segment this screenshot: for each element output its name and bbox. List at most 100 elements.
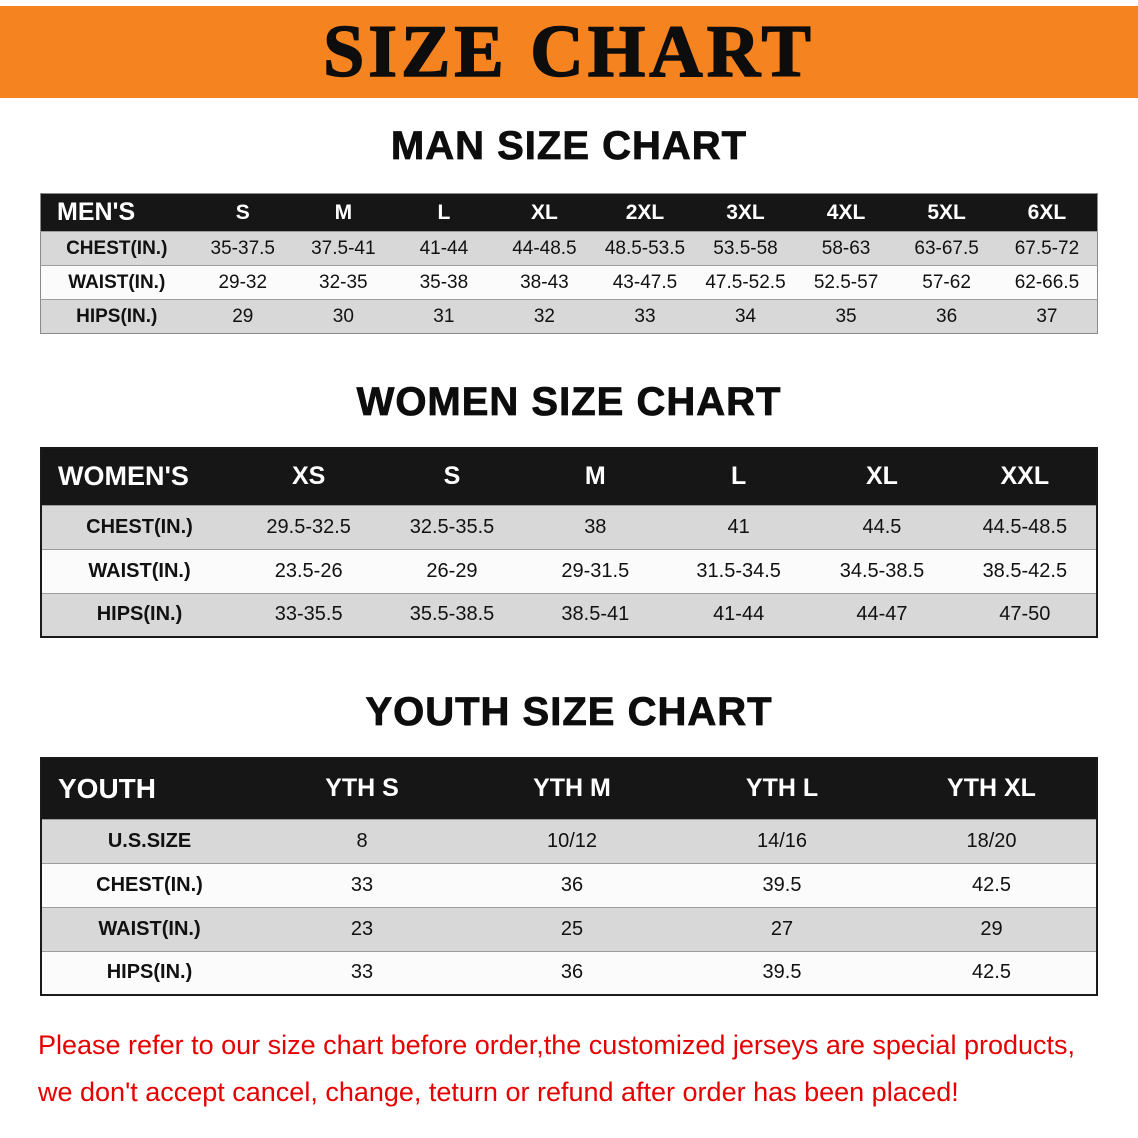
row-label: CHEST(IN.)	[96, 873, 203, 896]
size-value-cell: 29	[232, 305, 254, 327]
size-value-cell: 53.5-58	[713, 237, 778, 259]
size-value-cell: 41	[727, 515, 750, 538]
size-column-header: YTH XL	[887, 758, 1097, 819]
size-column-header: M	[523, 448, 667, 505]
size-value-cell: 35-38	[419, 271, 469, 293]
measurement-row: HIPS(IN.) 33-35.5 35.5-38.5 38.5-41 41-44 44-…	[41, 593, 1097, 637]
size-value-cell: 29	[980, 917, 1003, 940]
size-column-header: 2XL	[594, 193, 696, 232]
men-section-heading: MAN SIZE CHART	[390, 124, 748, 169]
size-column-header: XL	[810, 448, 954, 505]
size-value-cell: 32	[533, 305, 555, 327]
women-size-chart-section: WOMEN SIZE CHART WOMEN'S XS S M L XL XXL CHEST(…	[0, 380, 1138, 638]
size-value-cell: 42.5	[972, 873, 1011, 896]
row-label: U.S.SIZE	[107, 829, 192, 852]
size-value-cell: 41-44	[419, 237, 469, 259]
size-column-header: S	[192, 193, 294, 232]
size-value-cell: 33-35.5	[274, 603, 343, 626]
table-title-cell: WOMEN'S	[41, 448, 237, 505]
size-value-cell: 57-62	[922, 271, 971, 293]
measurement-row: WAIST(IN.) 23 25 27 29	[41, 907, 1097, 951]
women-section-heading: WOMEN SIZE CHART	[356, 380, 782, 425]
size-value-cell: 44.5-48.5	[982, 515, 1068, 538]
size-column-header: 5XL	[896, 193, 997, 232]
size-chart-page: SIZE CHART MAN SIZE CHART MEN'S S M L XL 2XL 3…	[0, 6, 1138, 1112]
size-value-cell: 39.5	[762, 961, 802, 984]
size-value-cell: 31	[433, 305, 455, 327]
men-size-chart-section: MAN SIZE CHART MEN'S S M L XL 2XL 3XL 4XL 5XL 6XL…	[0, 124, 1138, 334]
youth-size-chart-section: YOUTH SIZE CHART YOUTH YTH S YTH M YTH L YTH…	[0, 690, 1138, 996]
size-value-cell: 36	[936, 305, 958, 327]
size-value-cell: 37	[1036, 305, 1058, 327]
size-value-cell: 14/16	[756, 829, 808, 852]
row-label: HIPS(IN.)	[106, 961, 193, 984]
banner-title: SIZE CHART	[322, 10, 815, 94]
size-chart-banner: SIZE CHART	[0, 6, 1138, 98]
size-value-cell: 41-44	[713, 603, 765, 626]
size-header-row: WOMEN'S XS S M L XL XXL	[41, 448, 1097, 505]
size-value-cell: 35	[835, 305, 857, 327]
size-column-header: 6XL	[996, 193, 1098, 232]
size-value-cell: 29-31.5	[561, 559, 630, 582]
size-value-cell: 32-35	[319, 271, 368, 293]
size-value-cell: 34.5-38.5	[839, 559, 925, 582]
size-value-cell: 32.5-35.5	[409, 515, 495, 538]
size-value-cell: 33	[350, 873, 374, 896]
size-value-cell: 36	[560, 961, 584, 984]
size-value-cell: 25	[560, 917, 584, 940]
size-value-cell: 38	[584, 515, 607, 538]
size-value-cell: 44-48.5	[512, 237, 577, 259]
row-label: WAIST(IN.)	[98, 917, 201, 940]
size-column-header: YTH S	[257, 758, 467, 819]
size-column-header: XL	[494, 193, 595, 232]
measurement-row: CHEST(IN.) 35-37.5 37.5-41 41-44 44-48.5 48.5…	[40, 231, 1098, 266]
measurement-row: HIPS(IN.) 29 30 31 32 33 34 35 36 37	[40, 299, 1098, 334]
size-value-cell: 35-37.5	[210, 237, 275, 259]
size-value-cell: 29.5-32.5	[266, 515, 351, 538]
size-column-header: 4XL	[795, 193, 897, 232]
size-value-cell: 38.5-41	[561, 603, 630, 626]
size-value-cell: 23.5-26	[274, 559, 343, 582]
size-value-cell: 42.5	[972, 961, 1011, 984]
size-value-cell: 58-63	[821, 237, 871, 259]
size-header-row: YOUTH YTH S YTH M YTH L YTH XL	[41, 758, 1097, 819]
measurement-row: WAIST(IN.) 29-32 32-35 35-38 38-43 43-47.5 47.…	[40, 265, 1098, 300]
size-column-header: XS	[237, 448, 381, 505]
size-value-cell: 31.5-34.5	[696, 559, 781, 582]
youth-section-heading: YOUTH SIZE CHART	[365, 690, 773, 735]
size-column-header: 3XL	[695, 193, 796, 232]
notice-line-2: we don't accept cancel, change, teturn o…	[38, 1077, 959, 1108]
women-size-table: WOMEN'S XS S M L XL XXL CHEST(IN.) 29.5-32.5 32.5…	[40, 447, 1098, 638]
size-value-cell: 33	[350, 961, 374, 984]
size-value-cell: 30	[332, 305, 354, 327]
size-column-header: L	[393, 193, 495, 232]
size-value-cell: 18/20	[966, 829, 1017, 852]
row-label: HIPS(IN.)	[76, 305, 158, 327]
measurement-row: CHEST(IN.) 33 36 39.5 42.5	[41, 863, 1097, 907]
row-label: WAIST(IN.)	[88, 559, 191, 582]
size-value-cell: 47-50	[999, 603, 1051, 626]
size-column-header: S	[380, 448, 524, 505]
table-title-cell: MEN'S	[40, 193, 193, 232]
size-column-header: YTH M	[467, 758, 677, 819]
row-label: CHEST(IN.)	[66, 237, 168, 259]
size-value-cell: 27	[770, 917, 794, 940]
size-value-cell: 39.5	[762, 873, 802, 896]
size-value-cell: 8	[356, 829, 368, 852]
youth-size-table: YOUTH YTH S YTH M YTH L YTH XL U.S.SIZE 8 10/12…	[40, 757, 1098, 996]
size-value-cell: 34	[734, 305, 757, 327]
size-column-header: XXL	[953, 448, 1097, 505]
table-title-cell: YOUTH	[41, 758, 257, 819]
size-value-cell: 35.5-38.5	[409, 603, 495, 626]
men-size-table: MEN'S S M L XL 2XL 3XL 4XL 5XL 6XL CHEST(IN.) 35-37…	[40, 193, 1098, 334]
size-value-cell: 10/12	[546, 829, 598, 852]
size-value-cell: 47.5-52.5	[705, 271, 786, 293]
size-value-cell: 44.5	[862, 515, 902, 538]
row-label: HIPS(IN.)	[96, 603, 183, 626]
size-column-header: YTH L	[677, 758, 887, 819]
size-value-cell: 36	[560, 873, 584, 896]
notice-line-1: Please refer to our size chart before or…	[38, 1030, 1076, 1060]
size-value-cell: 29-32	[218, 271, 268, 293]
measurement-row: CHEST(IN.) 29.5-32.5 32.5-35.5 38 41 44.5 44.5…	[41, 505, 1097, 549]
size-value-cell: 44-47	[856, 603, 908, 626]
